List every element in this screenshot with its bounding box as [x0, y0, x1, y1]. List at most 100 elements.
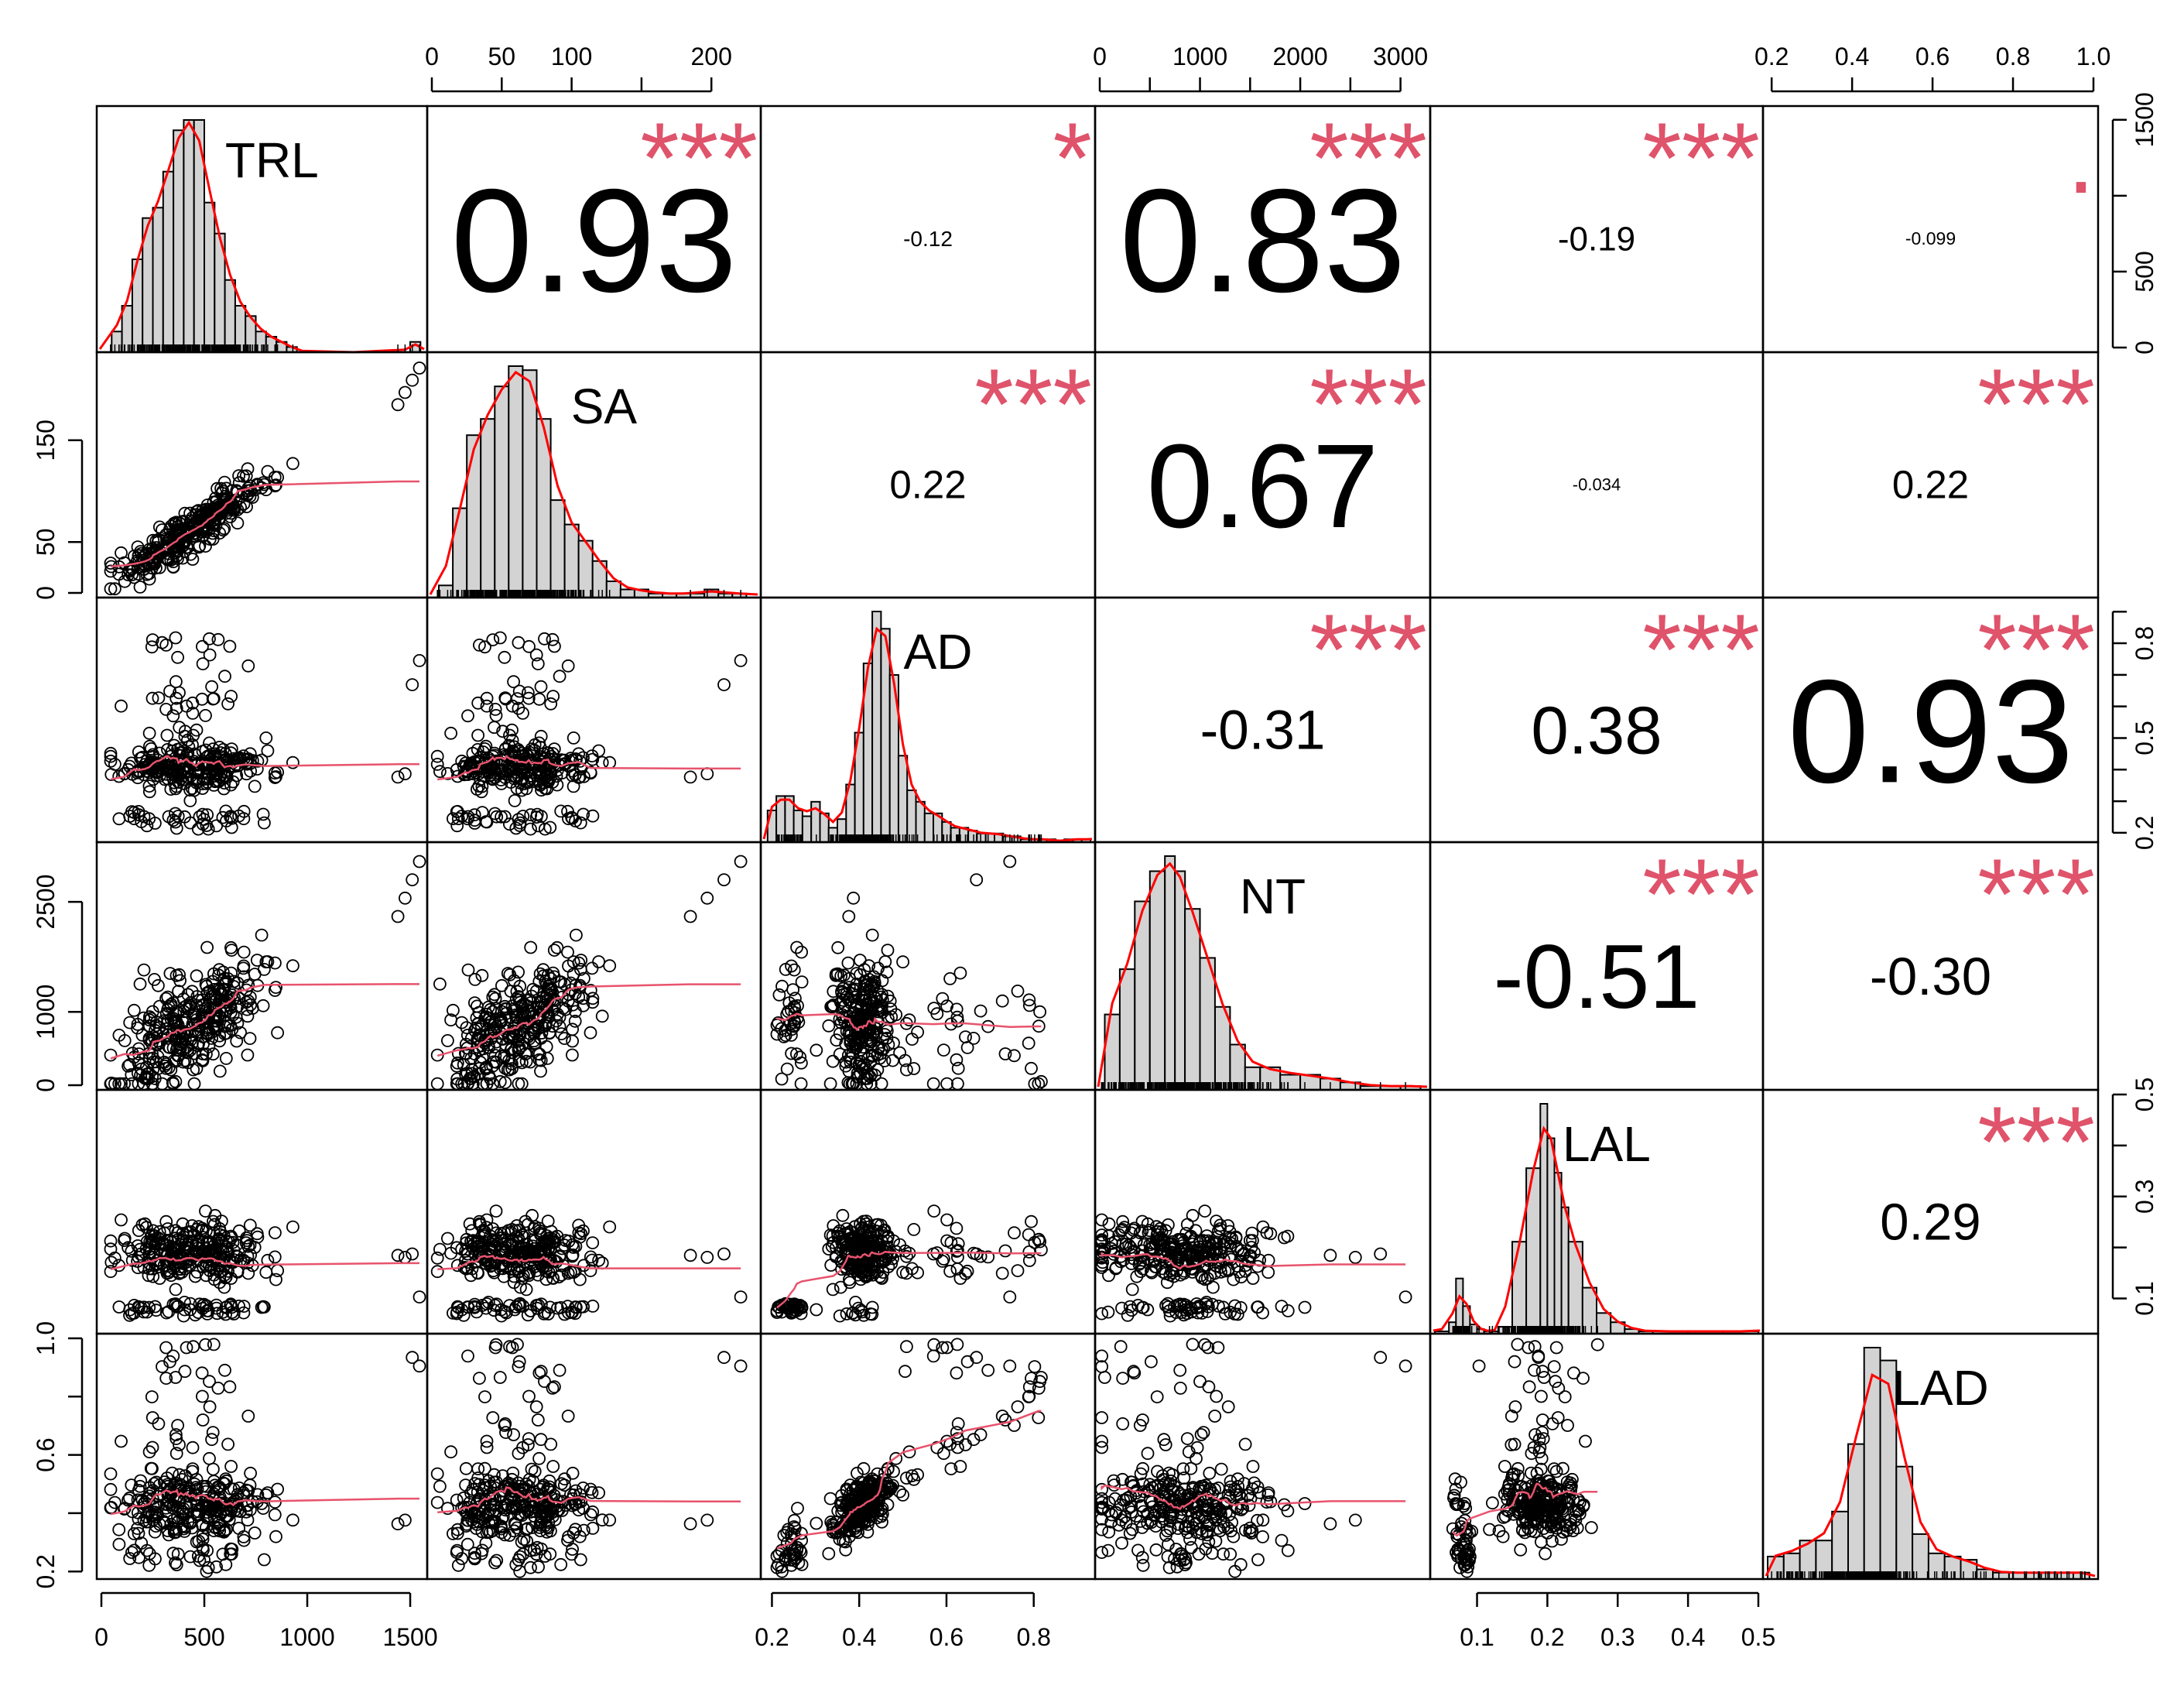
data-point [538, 632, 551, 646]
data-point [857, 1058, 871, 1071]
data-point [505, 1042, 519, 1055]
data-point [842, 910, 856, 923]
histogram-bar [162, 170, 175, 353]
data-point [173, 721, 187, 735]
data-point [104, 582, 118, 596]
data-point [951, 1014, 964, 1028]
data-point [132, 745, 145, 759]
data-point [224, 940, 238, 954]
data-point [970, 873, 984, 886]
data-point [533, 967, 547, 981]
data-point [450, 805, 464, 818]
data-point [406, 873, 419, 886]
data-point [592, 744, 605, 758]
data-point [777, 1030, 791, 1043]
data-point [839, 999, 852, 1012]
data-point [471, 743, 484, 756]
data-point [481, 1000, 495, 1014]
data-point [865, 928, 879, 942]
data-point [241, 1048, 255, 1062]
scatter-panel-AD-vs-TRL [104, 631, 426, 836]
data-point [911, 1026, 924, 1039]
data-point [149, 1019, 163, 1033]
data-point [878, 955, 892, 968]
data-point [717, 873, 731, 886]
data-point [875, 988, 888, 1002]
data-point [163, 967, 177, 980]
data-point [561, 945, 574, 959]
data-point [248, 779, 262, 793]
data-point [795, 975, 809, 988]
data-point [104, 564, 118, 578]
data-point [177, 766, 191, 779]
data-point [169, 821, 183, 835]
data-point [205, 680, 219, 694]
data-point [433, 765, 447, 779]
histogram-bar [1596, 1312, 1612, 1335]
histogram-bar [563, 523, 580, 598]
data-point [412, 361, 426, 375]
data-point [881, 989, 895, 1003]
data-point [841, 956, 855, 970]
data-point [486, 633, 500, 646]
data-point [878, 1028, 892, 1041]
data-point [871, 983, 884, 997]
data-point [849, 1000, 862, 1014]
data-point [232, 809, 246, 823]
data-point [391, 1249, 405, 1262]
data-point [508, 1008, 522, 1022]
histogram-bar [1976, 1568, 1994, 1580]
data-point [104, 768, 118, 781]
data-point [169, 516, 183, 529]
data-point [595, 1009, 609, 1023]
data-point [142, 726, 156, 740]
scatter-panel-SA-vs-TRL [104, 361, 426, 596]
data-point [544, 983, 558, 997]
data-point [255, 928, 269, 942]
data-point [152, 746, 166, 760]
data-point [795, 945, 808, 959]
data-point [166, 1041, 180, 1055]
data-point [553, 1010, 567, 1024]
data-point [568, 1014, 582, 1028]
data-point [550, 778, 564, 792]
histogram-bar [121, 305, 133, 353]
data-point [391, 770, 405, 784]
data-point [199, 1004, 213, 1018]
data-point [190, 772, 204, 786]
data-point [532, 736, 546, 750]
data-point [772, 988, 786, 1002]
data-point [592, 955, 605, 968]
data-point [216, 743, 230, 756]
data-point [734, 855, 748, 868]
data-point [240, 767, 253, 781]
data-point [162, 810, 176, 824]
data-point [145, 691, 159, 705]
data-point [123, 1058, 136, 1071]
data-point [480, 699, 494, 713]
data-point [473, 639, 486, 652]
data-point [213, 983, 227, 997]
data-point [586, 809, 600, 823]
histogram-bar [1546, 1137, 1556, 1334]
data-point [237, 469, 250, 483]
data-point [261, 744, 275, 758]
data-point [406, 373, 419, 387]
data-point [269, 981, 282, 994]
data-point [268, 1250, 282, 1264]
data-point [115, 1213, 128, 1227]
data-point [140, 567, 154, 581]
data-point [156, 635, 169, 649]
data-point [780, 1062, 794, 1076]
histogram-bar [1279, 1074, 1302, 1091]
data-point [211, 1014, 224, 1028]
data-point [683, 910, 697, 923]
scatter-panel-AD-vs-SA [430, 631, 748, 836]
histogram-bar [1104, 1013, 1121, 1091]
data-point [475, 968, 489, 982]
data-point [779, 1029, 792, 1042]
histogram-bar [1560, 1206, 1570, 1334]
histogram-LAL [1433, 1103, 1761, 1335]
data-point [1008, 1049, 1021, 1063]
data-point [493, 631, 507, 645]
